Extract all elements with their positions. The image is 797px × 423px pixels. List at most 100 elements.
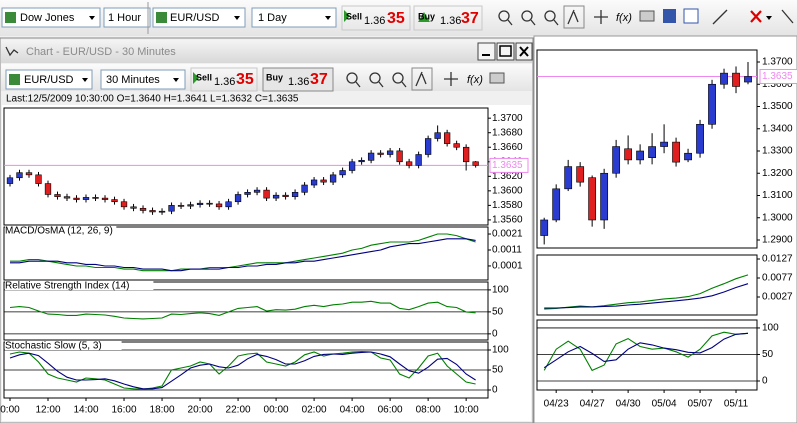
zoom-in[interactable] xyxy=(498,10,510,22)
panel-label: Stochastic Slow (5, 3) xyxy=(5,341,102,352)
sell-icon xyxy=(344,10,350,22)
candle-body xyxy=(648,146,656,158)
x-tick-label: 05/07 xyxy=(688,399,713,410)
zoom-out[interactable] xyxy=(521,10,533,22)
combo-text: 30 Minutes xyxy=(106,74,160,86)
print-icon[interactable] xyxy=(639,10,655,22)
symbol-combo[interactable] xyxy=(5,69,93,90)
candle-body xyxy=(196,202,204,205)
x-tick-label: 0:00 xyxy=(0,405,20,416)
grid-icon[interactable] xyxy=(683,8,699,24)
period-combo[interactable] xyxy=(103,7,151,28)
indicator-line xyxy=(9,351,476,390)
save-icon[interactable] xyxy=(663,9,676,23)
buy-button[interactable] xyxy=(262,67,334,92)
title-bar xyxy=(1,40,532,63)
zoom-out[interactable] xyxy=(369,72,381,84)
tool-icons: f(x) xyxy=(498,5,794,29)
buy-label: Buy xyxy=(266,72,283,82)
print-icon[interactable] xyxy=(489,72,505,84)
info-line: Last:12/5/2009 10:30:00 O=1.3640 H=1.364… xyxy=(6,94,299,105)
buy-button[interactable] xyxy=(413,5,483,31)
sell-icon xyxy=(193,72,199,84)
candle-body xyxy=(130,206,137,209)
candle-body xyxy=(576,166,585,183)
panel-label-bg xyxy=(5,341,122,350)
icon-part xyxy=(415,71,427,87)
sell-price: 1.36 xyxy=(214,76,235,88)
delete-tool[interactable] xyxy=(750,10,762,23)
x-tick-label: 04:00 xyxy=(340,405,365,416)
candle-body xyxy=(367,152,375,161)
x-tick-label: 22:00 xyxy=(226,405,251,416)
candle-body xyxy=(149,210,156,213)
function-button[interactable]: f(x) xyxy=(616,12,632,24)
y-tick-label: 0 xyxy=(492,328,498,339)
combo-text: EUR/USD xyxy=(170,12,220,24)
x-tick-label: 18:00 xyxy=(150,405,175,416)
symbol-combo[interactable] xyxy=(152,7,246,28)
y-tick-label: 1.3560 xyxy=(492,215,523,226)
combo-text: EUR/USD xyxy=(24,74,74,86)
x-tick-label: 14:00 xyxy=(73,405,98,416)
candle-body xyxy=(732,72,740,87)
candle-body xyxy=(462,146,470,163)
x-tick-label: 05/11 xyxy=(724,399,749,410)
candle-body xyxy=(92,197,99,199)
last-price-label: 1.3635 xyxy=(762,71,793,82)
symbol-combo[interactable] xyxy=(1,7,101,28)
x-tick-label: 02:00 xyxy=(302,405,327,416)
line-tool[interactable] xyxy=(712,9,728,25)
y-tick-label: 100 xyxy=(492,285,509,296)
crosshair-tool[interactable] xyxy=(444,72,458,86)
panel-label-bg xyxy=(5,226,117,235)
draw-tool[interactable] xyxy=(781,9,794,24)
candle-body xyxy=(415,154,422,166)
candle-body xyxy=(696,124,704,154)
sell-button[interactable] xyxy=(190,67,258,92)
candle-body xyxy=(434,132,441,139)
y-tick-label: 0.0127 xyxy=(762,254,793,265)
x-tick-label: 04/30 xyxy=(616,399,641,410)
combo-icon xyxy=(9,74,20,85)
indicator-line xyxy=(9,300,476,320)
minimize-button[interactable] xyxy=(477,42,496,61)
y-tick-label: 1.3100 xyxy=(762,190,793,201)
combo-arrow xyxy=(82,78,88,82)
y-tick-label: 1.3600 xyxy=(762,79,793,90)
indicator-line xyxy=(544,274,749,310)
candle-body xyxy=(708,83,716,125)
zoom-fit[interactable] xyxy=(392,72,404,84)
candle-body xyxy=(424,138,432,155)
indicator-line xyxy=(543,332,749,369)
cursor-tool[interactable] xyxy=(411,67,433,91)
function-button[interactable]: f(x) xyxy=(467,74,483,86)
candle-body xyxy=(472,161,479,166)
y-tick-label: 0.0021 xyxy=(492,229,523,240)
candle-body xyxy=(187,204,194,207)
zoom-fit[interactable] xyxy=(544,10,556,22)
sell-pips: 35 xyxy=(236,71,254,88)
indicator-line xyxy=(10,238,476,272)
y-tick-label: 1.3660 xyxy=(492,142,523,153)
buy-price: 1.36 xyxy=(288,76,309,88)
candle-body xyxy=(396,150,403,163)
crosshair-tool[interactable] xyxy=(594,10,608,24)
combo-text: 1 Hour xyxy=(108,12,141,24)
cursor-tool[interactable] xyxy=(563,5,585,29)
sell-button[interactable] xyxy=(341,5,411,31)
candle-body xyxy=(54,194,61,197)
candle-body xyxy=(206,202,213,205)
candle-body xyxy=(624,148,633,161)
candle-body xyxy=(443,132,451,144)
period-combo[interactable] xyxy=(251,7,337,28)
candle-body xyxy=(225,201,232,208)
candle-body xyxy=(244,191,251,195)
sell-pips: 35 xyxy=(387,10,405,27)
x-tick-label: 08:00 xyxy=(416,405,441,416)
period-combo[interactable] xyxy=(100,69,186,90)
y-tick-label: 1.3700 xyxy=(762,57,793,68)
zoom-in[interactable] xyxy=(346,72,358,84)
candle-body xyxy=(672,141,680,163)
panel-label: MACD/OsMA (12, 26, 9) xyxy=(5,226,113,237)
